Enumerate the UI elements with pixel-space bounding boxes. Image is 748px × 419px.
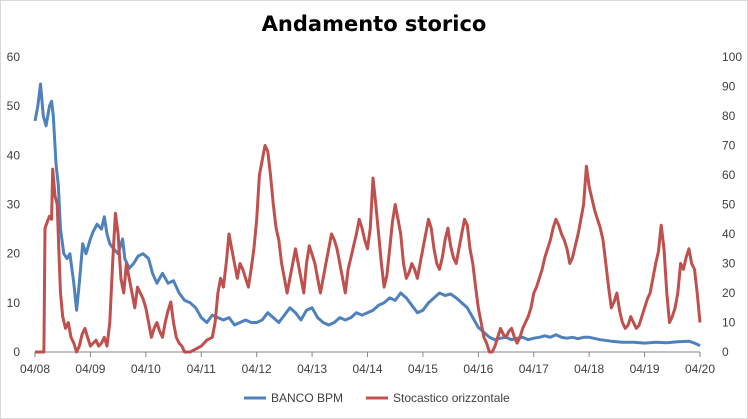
right-y-tick-label: 90 (722, 80, 736, 94)
right-y-tick-label: 40 (722, 227, 736, 241)
legend-label-stocastico-orizzontale: Stocastico orizzontale (393, 391, 510, 405)
right-y-tick-label: 70 (722, 139, 736, 153)
legend: BANCO BPM Stocastico orizzontale (244, 391, 510, 405)
right-y-tick-label: 50 (722, 198, 736, 212)
x-tick-label: 04/13 (297, 362, 327, 376)
left-y-tick-label: 0 (13, 345, 20, 359)
x-tick-label: 04/15 (408, 362, 438, 376)
left-y-tick-label: 40 (7, 148, 21, 162)
x-tick-label: 04/11 (187, 362, 216, 376)
right-y-tick-label: 20 (722, 286, 736, 300)
left-y-tick-label: 60 (7, 50, 21, 64)
x-axis-ticks: 04/08 04/09 04/10 04/11 04/12 04/13 04/14 04/15… (20, 352, 715, 376)
right-y-tick-label: 10 (722, 316, 736, 330)
x-tick-label: 04/12 (242, 362, 272, 376)
right-y-tick-label: 30 (722, 257, 736, 271)
x-tick-label: 04/17 (519, 362, 549, 376)
x-tick-label: 04/16 (463, 362, 493, 376)
right-y-tick-label: 60 (722, 168, 736, 182)
right-y-tick-label: 0 (722, 345, 729, 359)
x-tick-label: 04/10 (131, 362, 161, 376)
series-lines (33, 82, 702, 354)
series-line-0 (33, 82, 701, 347)
x-tick-label: 04/08 (20, 362, 50, 376)
right-y-tick-label: 80 (722, 109, 736, 123)
x-tick-label: 04/09 (75, 362, 105, 376)
x-tick-label: 04/20 (685, 362, 715, 376)
left-y-axis-ticks: 0 10 20 30 40 50 60 (7, 50, 21, 359)
left-y-tick-label: 30 (7, 198, 21, 212)
right-y-axis-ticks: 0 10 20 30 40 50 60 70 80 90 100 (722, 50, 742, 359)
x-tick-label: 04/18 (574, 362, 604, 376)
plot-area: 0 10 20 30 40 50 60 0 10 20 30 40 50 60 70 80 90 100 04/… (7, 50, 743, 376)
legend-label-banco-bpm: BANCO BPM (271, 391, 343, 405)
series-line-1 (35, 144, 702, 354)
left-y-tick-label: 20 (7, 247, 21, 261)
x-tick-label: 04/19 (630, 362, 660, 376)
left-y-tick-label: 10 (7, 296, 21, 310)
left-y-tick-label: 50 (7, 99, 21, 113)
x-tick-label: 04/14 (352, 362, 382, 376)
chart-title: Andamento storico (261, 12, 487, 36)
right-y-tick-label: 100 (722, 50, 742, 64)
